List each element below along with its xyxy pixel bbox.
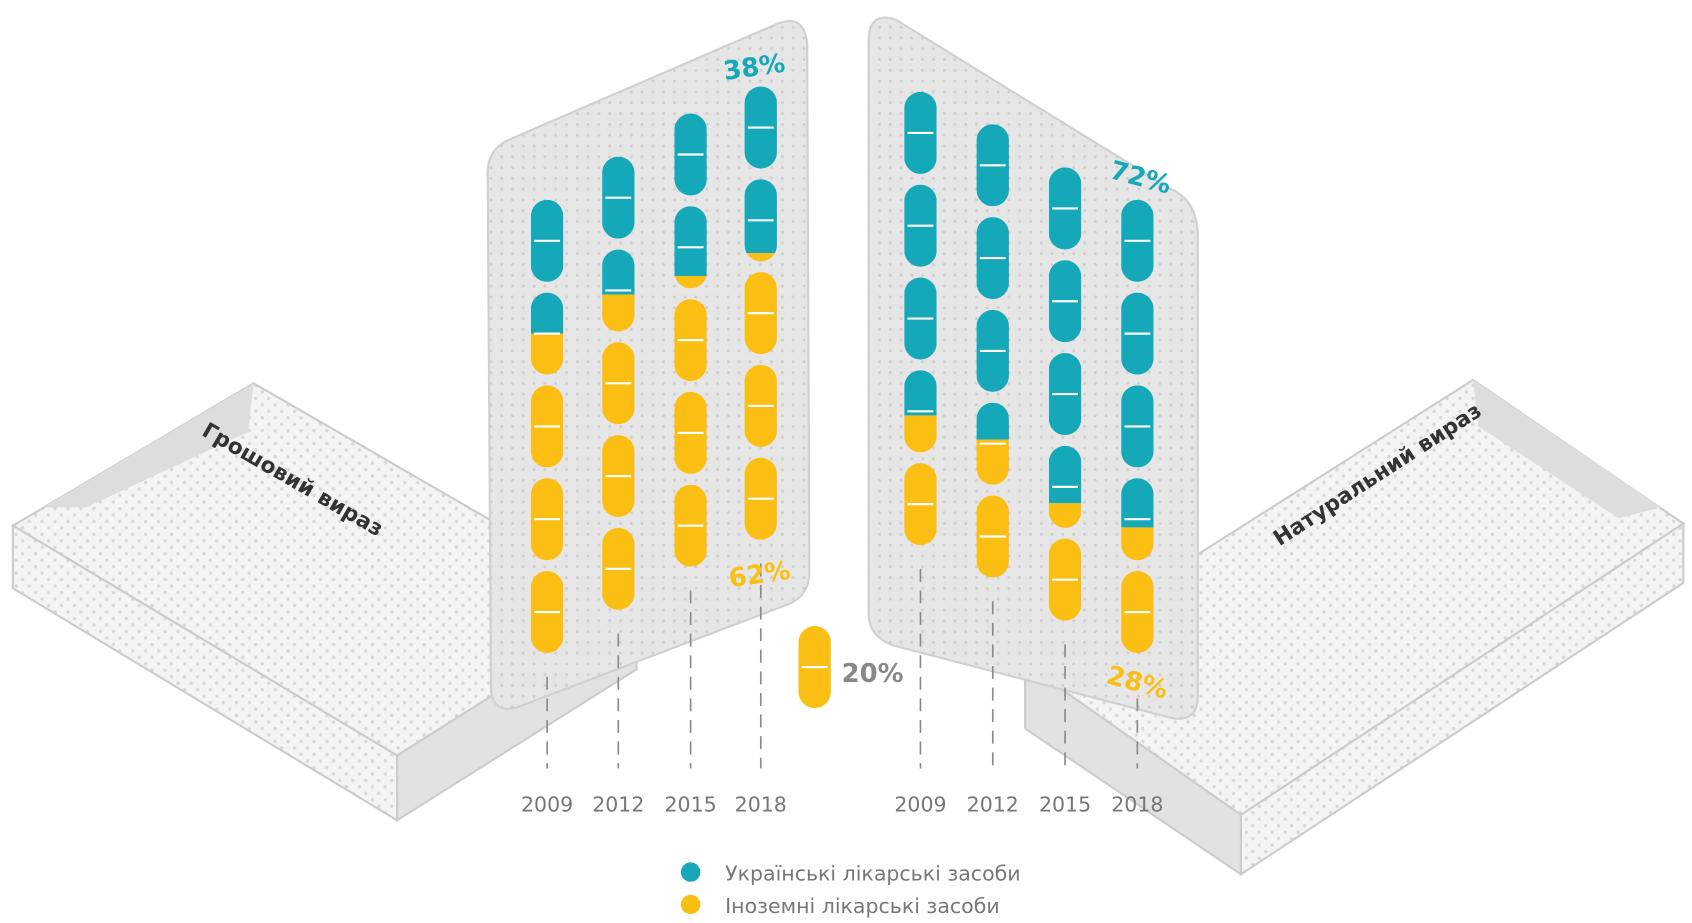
pill-segment — [904, 415, 937, 453]
pill-segment — [1048, 445, 1082, 504]
pill — [530, 478, 564, 561]
pill — [904, 184, 937, 267]
pill — [744, 179, 777, 262]
pill — [530, 199, 564, 282]
pill — [798, 626, 831, 709]
legend-label: Українські лікарські засоби — [725, 862, 1020, 886]
pill — [904, 370, 937, 453]
pill — [904, 91, 937, 174]
pill — [674, 113, 707, 196]
pill — [744, 364, 777, 447]
pill — [976, 402, 1009, 485]
x-tick-label: 2012 — [967, 793, 1019, 817]
blister — [867, 16, 1199, 720]
pill — [530, 571, 564, 654]
legend-label: Іноземні лікарські засоби — [725, 894, 1000, 918]
pill-segment — [602, 294, 635, 332]
pill — [1048, 353, 1082, 436]
pill — [602, 527, 635, 610]
x-tick-label: 2015 — [1039, 793, 1091, 817]
pill — [674, 206, 707, 289]
pill — [744, 86, 777, 169]
pill-segment — [530, 333, 564, 375]
pill — [1121, 199, 1154, 282]
x-tick-label: 2009 — [894, 793, 946, 817]
pill — [674, 484, 707, 567]
pill — [530, 292, 564, 375]
x-tick-label: 2012 — [592, 793, 644, 817]
legend-marker — [680, 862, 701, 882]
pill — [602, 342, 635, 425]
pill-segment — [602, 249, 635, 295]
pill-segment — [976, 439, 1009, 485]
unit-label: 20% — [842, 659, 904, 689]
pill — [1048, 167, 1082, 250]
pill-segment — [1121, 527, 1154, 561]
pill — [1048, 538, 1082, 621]
pill — [744, 272, 777, 355]
pill — [976, 217, 1009, 300]
pill — [1048, 445, 1082, 528]
pill-segment — [904, 370, 937, 416]
pill — [674, 391, 707, 474]
pill — [976, 309, 1009, 392]
pill — [602, 435, 635, 518]
pill — [602, 156, 635, 239]
pill — [1121, 385, 1154, 468]
pill — [1048, 260, 1082, 343]
blister — [486, 20, 811, 710]
pill-segment — [674, 276, 707, 289]
pill — [530, 385, 564, 468]
pill — [674, 299, 707, 382]
pill — [904, 277, 937, 360]
x-tick-label: 2009 — [521, 793, 573, 817]
pill-segment — [976, 402, 1009, 440]
pill — [744, 457, 777, 540]
legend-marker — [680, 894, 701, 915]
pill-segment — [744, 179, 777, 254]
pill — [976, 124, 1009, 207]
pill — [976, 495, 1009, 578]
pill — [602, 249, 635, 332]
pill — [1121, 292, 1154, 375]
pill-segment — [674, 206, 707, 277]
x-tick-label: 2015 — [665, 793, 717, 817]
pill — [904, 463, 937, 546]
x-tick-label: 2018 — [1111, 793, 1163, 817]
pill-segment — [744, 253, 777, 262]
x-tick-label: 2018 — [735, 793, 787, 817]
pill — [1121, 571, 1154, 654]
pill — [1121, 478, 1154, 561]
pill-segment — [530, 292, 564, 334]
